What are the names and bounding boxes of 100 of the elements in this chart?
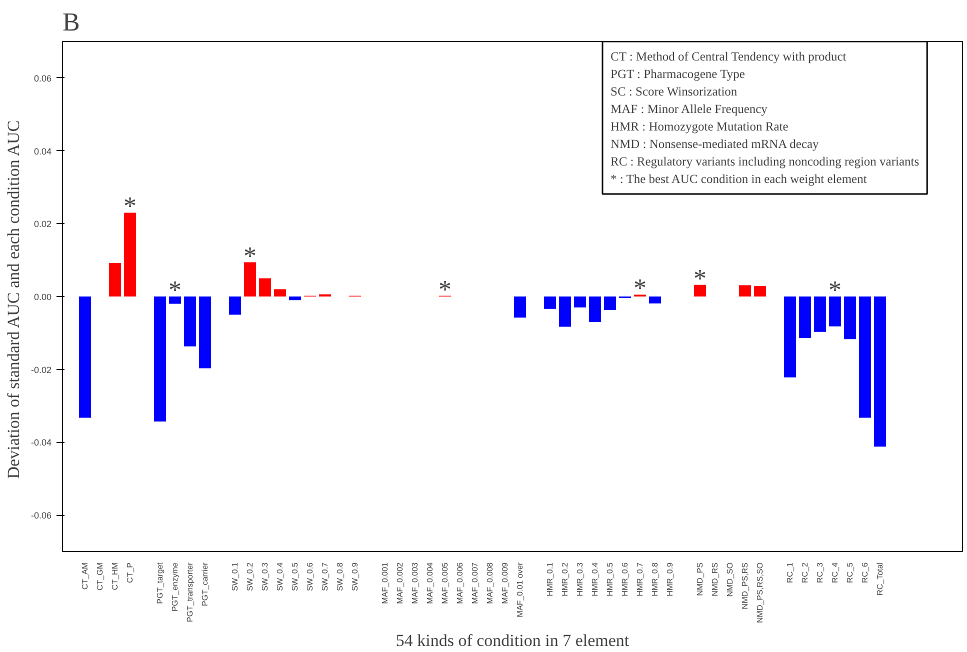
bar (259, 278, 271, 296)
x-tick-label: NMD_SO (726, 562, 734, 597)
annotation: * (694, 264, 706, 293)
x-tick-label: CT_P (126, 562, 134, 583)
x-axis-title: 54 kinds of condition in 7 element (396, 630, 630, 650)
bar (844, 296, 856, 340)
x-tick-label: NMD_PS,RS (740, 562, 750, 610)
bar (109, 262, 121, 296)
x-tick-label: MAF_0.01 over (516, 562, 524, 618)
x-tick-label: SW_0.3 (260, 562, 270, 591)
bar (874, 296, 886, 447)
bar (574, 296, 586, 308)
y-tick-label: -0.04 (30, 438, 52, 448)
bar (199, 296, 211, 368)
chart-title: B (62, 8, 80, 36)
bar (604, 296, 616, 310)
x-tick-label: HMR_0.7 (636, 562, 644, 596)
bar (244, 262, 256, 296)
x-tick-label: MAF_0.001 (380, 562, 390, 604)
bar (559, 296, 571, 327)
y-tick-label: 0.06 (34, 73, 52, 84)
annotation: * (634, 274, 646, 303)
x-tick-label: NMD_PS (696, 562, 704, 596)
x-tick-label: MAF_0.003 (410, 562, 420, 604)
bar (814, 296, 826, 332)
x-tick-label: HMR_0.4 (590, 562, 600, 596)
x-tick-label: RC_3 (816, 562, 824, 583)
x-tick-label: SW_0.8 (336, 562, 344, 591)
x-tick-label: RC_5 (846, 562, 854, 583)
x-tick-label: RC_2 (800, 562, 810, 583)
x-tick-label: SW_0.5 (290, 562, 300, 591)
bar (829, 296, 841, 326)
x-tick-label: HMR_0.8 (650, 562, 660, 596)
x-tick-label: HMR_0.5 (606, 562, 614, 596)
x-tick-label: MAF_0.005 (440, 562, 450, 604)
bar (274, 289, 286, 296)
y-tick-label: 0.04 (34, 146, 52, 156)
x-tick-label: CT_AM (80, 562, 90, 590)
annotation: MAF : Minor Allele Frequency (610, 102, 768, 116)
x-tick-label: HMR_0.3 (576, 562, 584, 596)
x-tick-label: PGT_transporter (186, 562, 194, 622)
x-tick-label: HMR_0.2 (560, 562, 570, 596)
x-tick-label: PGT_carrier (200, 562, 210, 606)
y-tick-label: 0.02 (34, 219, 52, 230)
bar (649, 296, 661, 304)
x-tick-label: RC_1 (786, 562, 794, 583)
annotation: CT : Method of Central Tendency with product (610, 50, 847, 64)
x-tick-label: PGT_target (156, 562, 164, 604)
x-tick-label: PGT_enzyme (170, 562, 180, 612)
x-tick-label: MAF_0.008 (486, 562, 494, 604)
x-tick-label: SW_0.6 (306, 562, 314, 591)
x-tick-label: SW_0.4 (276, 562, 284, 591)
bar (739, 285, 751, 296)
x-tick-label: CT_HM (110, 562, 120, 590)
bar (184, 296, 196, 346)
bar (694, 284, 706, 296)
annotation: * : The best AUC condition in each weight element (610, 172, 868, 186)
bar (169, 296, 181, 304)
bar (229, 296, 241, 315)
annotation: * (828, 276, 842, 304)
annotation: * (244, 241, 256, 270)
x-tick-label: MAF_0.006 (456, 562, 464, 604)
x-tick-label: SW_0.7 (320, 562, 330, 591)
bar (544, 296, 556, 309)
x-tick-label: RC_4 (830, 562, 840, 583)
x-tick-label: NMD_RS (710, 562, 720, 596)
annotation: RC : Regulatory variants including noncoding region variants (610, 154, 920, 168)
x-tick-label: MAF_0.004 (426, 562, 434, 604)
bar (289, 296, 301, 300)
x-tick-label: HMR_0.1 (546, 562, 554, 596)
bar (859, 296, 871, 418)
y-axis-title: Deviation of standard AUC and each condition AUC (4, 120, 23, 479)
annotation: SC : Score Winsorization (610, 84, 738, 98)
x-tick-label: MAF_0.002 (396, 562, 404, 604)
x-tick-label: NMD_PS,RS,SO (756, 562, 764, 623)
bar (784, 296, 796, 378)
x-tick-label: HMR_0.6 (620, 562, 630, 596)
x-tick-label: CT_GM (96, 562, 104, 590)
bar (514, 296, 526, 318)
y-tick-label: 0.00 (34, 292, 52, 302)
bar (124, 212, 136, 296)
y-tick-label: -0.02 (30, 364, 52, 375)
x-tick-label: SW_0.9 (350, 562, 360, 591)
annotation: * (124, 192, 136, 221)
annotation: NMD : Nonsense-mediated mRNA decay (610, 137, 820, 151)
x-tick-label: RC_6 (860, 562, 870, 583)
bar (154, 296, 166, 422)
annotation: * (168, 276, 182, 304)
bar (754, 286, 766, 296)
bar (799, 296, 811, 338)
x-tick-label: SW_0.1 (230, 562, 240, 591)
x-tick-label: MAF_0.009 (500, 562, 510, 604)
y-tick-label: -0.06 (30, 510, 52, 521)
annotation: HMR : Homozygote Mutation Rate (610, 120, 789, 134)
annotation: * (438, 274, 452, 304)
x-tick-label: RC_Total (876, 562, 884, 596)
x-tick-label: SW_0.2 (246, 562, 254, 591)
bar (589, 296, 601, 322)
bar (79, 296, 91, 418)
annotation: PGT : Pharmacogene Type (610, 67, 746, 81)
